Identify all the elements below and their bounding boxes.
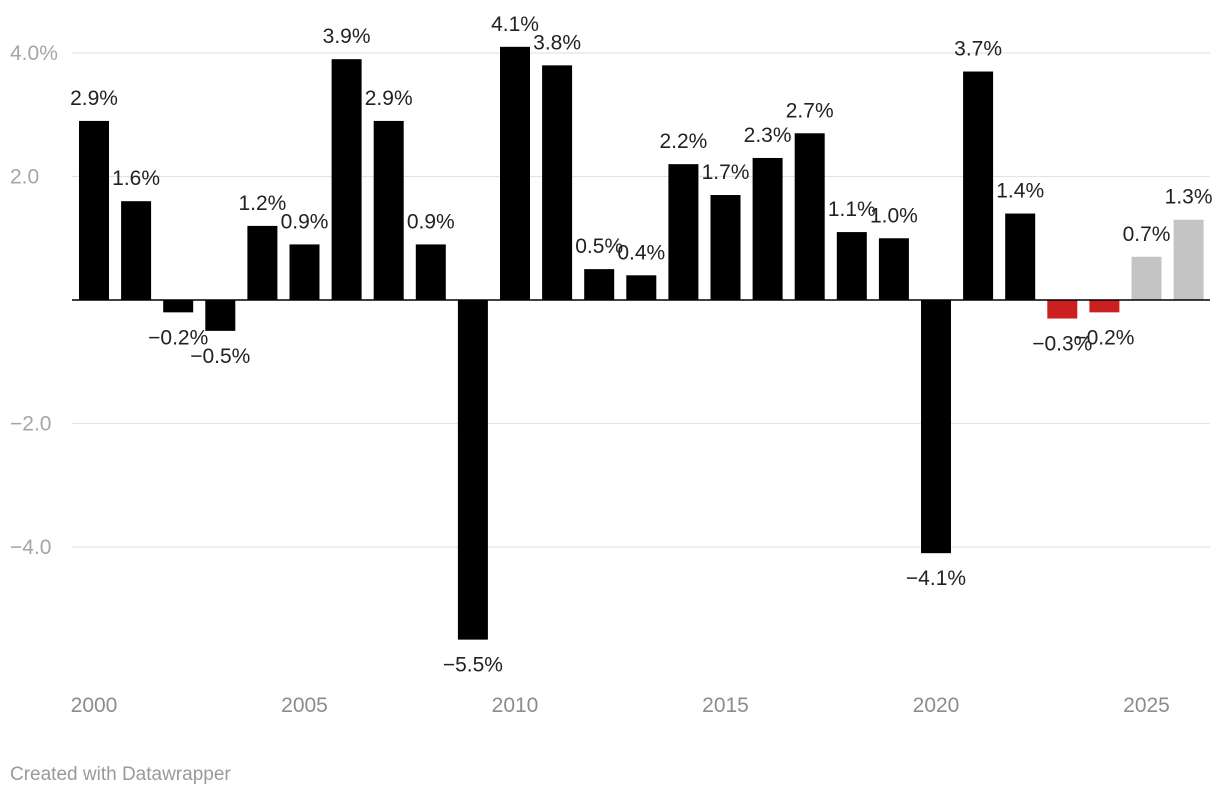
data-label-2003: −0.5% [190, 345, 250, 368]
x-tick-label-2015: 2015 [702, 694, 749, 717]
data-labels: 2.9%1.6%−0.2%−0.5%1.2%0.9%3.9%2.9%0.9%−5… [70, 13, 1212, 677]
x-axis: 2000 2005 2010 2015 2020 2025 [71, 694, 1170, 717]
bar-2015 [711, 195, 741, 300]
data-label-2006: 3.9% [323, 25, 371, 48]
data-label-2026: 1.3% [1165, 186, 1213, 209]
data-label-2009: −5.5% [443, 654, 503, 677]
bar-2000 [79, 121, 109, 300]
data-label-2017: 2.7% [786, 99, 834, 122]
bar-2003 [205, 300, 235, 331]
bar-2020 [921, 300, 951, 553]
data-label-2022: 1.4% [996, 180, 1044, 203]
data-label-2011: 3.8% [533, 31, 581, 54]
data-label-2007: 2.9% [365, 87, 413, 110]
bar-2011 [542, 65, 572, 300]
data-label-2012: 0.5% [575, 235, 623, 258]
x-tick-label-2000: 2000 [71, 694, 118, 717]
data-label-2018: 1.1% [828, 198, 876, 221]
bar-2026 [1174, 220, 1204, 300]
bar-2007 [374, 121, 404, 300]
data-label-2024: −0.2% [1074, 326, 1134, 349]
bar-2012 [584, 269, 614, 300]
y-tick-label: −2.0 [10, 413, 51, 436]
bar-2019 [879, 238, 909, 300]
data-label-2000: 2.9% [70, 87, 118, 110]
bar-2024 [1089, 300, 1119, 312]
x-tick-label-2010: 2010 [492, 694, 539, 717]
datawrapper-credit: Created with Datawrapper [10, 764, 231, 786]
bar-2005 [290, 244, 320, 300]
bar-2022 [1005, 214, 1035, 300]
data-label-2015: 1.7% [702, 161, 750, 184]
bar-2013 [626, 275, 656, 300]
data-label-2016: 2.3% [744, 124, 792, 147]
data-label-2013: 0.4% [617, 241, 665, 264]
bar-2006 [332, 59, 362, 300]
data-label-2019: 1.0% [870, 204, 918, 227]
data-label-2020: −4.1% [906, 567, 966, 590]
data-label-2001: 1.6% [112, 167, 160, 190]
x-tick-label-2020: 2020 [913, 694, 960, 717]
bar-2001 [121, 201, 151, 300]
bar-2014 [668, 164, 698, 300]
bar-2018 [837, 232, 867, 300]
bar-2004 [247, 226, 277, 300]
bar-2017 [795, 133, 825, 300]
bar-2008 [416, 244, 446, 300]
bar-2002 [163, 300, 193, 312]
bar-2009 [458, 300, 488, 640]
bar-2023 [1047, 300, 1077, 319]
y-tick-label: 4.0% [10, 42, 58, 65]
bar-2025 [1132, 257, 1162, 300]
y-tick-label: 2.0 [10, 166, 39, 189]
data-label-2025: 0.7% [1123, 223, 1171, 246]
y-tick-label: −4.0 [10, 536, 51, 559]
data-label-2021: 3.7% [954, 38, 1002, 61]
data-label-2005: 0.9% [281, 210, 329, 233]
data-label-2014: 2.2% [659, 130, 707, 153]
bar-2016 [753, 158, 783, 300]
bar-chart: 4.0%2.0−2.0−4.0 2.9%1.6%−0.2%−0.5%1.2%0.… [0, 0, 1220, 800]
bar-2010 [500, 47, 530, 300]
x-tick-label-2025: 2025 [1123, 694, 1170, 717]
x-tick-label-2005: 2005 [281, 694, 328, 717]
data-label-2008: 0.9% [407, 210, 455, 233]
data-label-2010: 4.1% [491, 13, 539, 36]
y-axis: 4.0% 2.0 −2.0 −4.0 [10, 42, 58, 559]
bar-2021 [963, 72, 993, 300]
data-label-2004: 1.2% [238, 192, 286, 215]
